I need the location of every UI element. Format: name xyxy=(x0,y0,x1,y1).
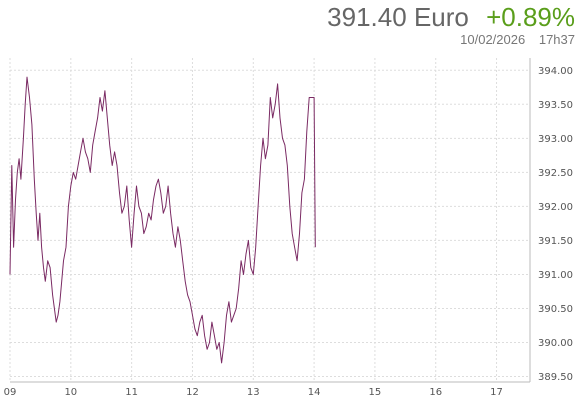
y-tick-label: 390.50 xyxy=(538,304,573,315)
currency-label: Euro xyxy=(413,2,469,32)
x-tick-label: 15 xyxy=(369,387,382,398)
price-value: 391.40 xyxy=(327,2,407,32)
x-tick-label: 11 xyxy=(125,387,138,398)
change-percent: +0.89% xyxy=(486,2,575,32)
y-tick-label: 392.50 xyxy=(538,168,573,179)
x-tick-label: 12 xyxy=(186,387,199,398)
quote-datetime: 10/02/2026 17h37 xyxy=(460,32,575,47)
y-tick-label: 390.00 xyxy=(538,338,573,349)
x-tick-label: 14 xyxy=(308,387,321,398)
y-tick-label: 389.50 xyxy=(538,372,573,383)
quote-time: 17h37 xyxy=(538,32,575,47)
quote-date: 10/02/2026 xyxy=(460,32,526,47)
y-tick-label: 394.00 xyxy=(538,66,573,77)
y-tick-label: 391.00 xyxy=(538,270,573,281)
y-tick-label: 392.00 xyxy=(538,202,573,213)
x-tick-label: 13 xyxy=(247,387,260,398)
x-tick-label: 10 xyxy=(64,387,77,398)
y-tick-label: 393.00 xyxy=(538,134,573,145)
quote-header: 391.40 Euro +0.89% 10/02/2026 17h37 xyxy=(0,0,579,60)
y-tick-label: 393.50 xyxy=(538,100,573,111)
x-tick-label: 09 xyxy=(4,387,17,398)
x-tick-label: 16 xyxy=(429,387,442,398)
x-tick-label: 17 xyxy=(490,387,503,398)
price-line: 391.40 Euro +0.89% xyxy=(327,2,575,32)
price-series-line xyxy=(9,76,316,364)
y-tick-label: 391.50 xyxy=(538,236,573,247)
